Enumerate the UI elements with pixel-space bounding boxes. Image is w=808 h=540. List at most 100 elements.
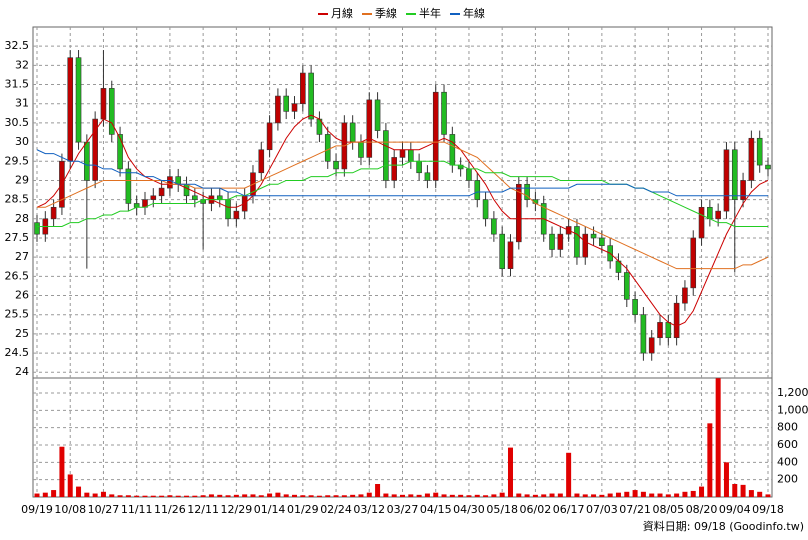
legend-label: 月線 xyxy=(331,6,353,20)
y-tick-label: 200 xyxy=(777,473,798,486)
candle-body xyxy=(707,206,713,220)
candle-body xyxy=(715,210,721,220)
candle-body xyxy=(474,180,481,200)
y-tick-label: 28.5 xyxy=(5,193,30,206)
volume-bar xyxy=(67,474,73,497)
volume-bar xyxy=(491,494,497,497)
volume-bar xyxy=(250,494,256,497)
y-tick-label: 27.5 xyxy=(5,231,30,244)
candle-body xyxy=(117,134,123,170)
footnote: 資料日期: 09/18 (Goodinfo.tw) xyxy=(643,519,804,533)
volume-bar xyxy=(507,447,513,497)
candle-body xyxy=(100,88,107,120)
volume-bar xyxy=(541,494,547,497)
candle-body xyxy=(582,233,589,258)
volume-bar xyxy=(599,494,605,497)
volume-bar xyxy=(690,490,696,497)
volume-bar xyxy=(233,494,239,497)
volume-bar xyxy=(466,495,472,497)
x-tick-label: 08/20 xyxy=(686,503,718,516)
candle-body xyxy=(466,168,472,181)
candle-body xyxy=(748,137,755,181)
volume-bar xyxy=(242,494,248,497)
volume-bar xyxy=(300,495,306,497)
candle-body xyxy=(449,134,456,166)
volume-bar xyxy=(217,494,223,497)
y-tick-label: 26 xyxy=(15,289,29,302)
candle-body xyxy=(84,141,90,181)
candle-body xyxy=(682,287,688,304)
volume-bar xyxy=(208,494,214,497)
candle-body xyxy=(482,199,489,220)
volume-bar xyxy=(516,493,522,497)
candle-body xyxy=(507,241,514,269)
x-tick-label: 09/18 xyxy=(752,503,784,516)
candle-body xyxy=(383,130,389,181)
candle-body xyxy=(549,233,555,250)
candle-body xyxy=(673,302,680,339)
candle-body xyxy=(574,226,580,258)
volume-bar xyxy=(42,492,48,497)
x-tick-label: 12/29 xyxy=(221,503,253,516)
candle-body xyxy=(183,183,190,197)
volume-bar xyxy=(51,490,57,497)
candle-body xyxy=(233,210,240,220)
y-tick-label: 1,000 xyxy=(777,403,808,416)
volume-bar xyxy=(574,493,580,497)
volume-bar xyxy=(640,491,646,497)
volume-bar xyxy=(125,495,131,497)
candle-body xyxy=(158,187,165,197)
volume-bar xyxy=(458,494,464,497)
x-tick-label: 10/08 xyxy=(54,503,86,516)
candle-body xyxy=(441,91,447,135)
x-tick-label: 04/15 xyxy=(420,503,452,516)
x-tick-label: 07/21 xyxy=(619,503,651,516)
volume-bar xyxy=(100,491,106,497)
volume-bar xyxy=(607,493,613,497)
volume-bar xyxy=(424,493,430,497)
x-tick-label: 01/29 xyxy=(287,503,319,516)
volume-bar xyxy=(499,492,505,497)
candle-body xyxy=(515,183,522,243)
volume-bar xyxy=(699,486,705,497)
candle-body xyxy=(657,322,663,339)
volume-bar xyxy=(150,495,156,497)
candle-body xyxy=(75,57,82,143)
volume-bar xyxy=(674,493,680,497)
candle-body xyxy=(416,160,422,174)
x-tick-label: 10/27 xyxy=(88,503,120,516)
volume-bar xyxy=(723,462,729,497)
y-tick-label: 1,200 xyxy=(777,386,808,399)
candle-body xyxy=(756,137,763,166)
candle-body xyxy=(225,199,231,220)
candle-body xyxy=(216,195,223,200)
y-tick-label: 32.5 xyxy=(5,39,30,52)
volume-bar xyxy=(765,494,771,497)
candle-body xyxy=(308,72,314,120)
x-tick-label: 02/24 xyxy=(320,503,352,516)
candle-body xyxy=(432,91,439,181)
candle-body xyxy=(740,180,746,200)
volume-bar xyxy=(76,486,82,497)
volume-bar xyxy=(524,494,530,497)
candle-body xyxy=(491,218,497,235)
y-tick-label: 30 xyxy=(15,135,29,148)
candle-body xyxy=(499,233,505,269)
y-tick-label: 25.5 xyxy=(5,308,30,321)
x-tick-label: 03/12 xyxy=(353,503,385,516)
volume-bar xyxy=(366,492,372,497)
legend-label: 年線 xyxy=(463,6,485,20)
volume-bar xyxy=(624,491,630,497)
volume-bar xyxy=(715,378,721,497)
y-tick-label: 26.5 xyxy=(5,269,30,282)
volume-bar xyxy=(134,495,140,497)
volume-bar xyxy=(34,493,40,497)
x-tick-label: 01/14 xyxy=(254,503,286,516)
y-tick-label: 28 xyxy=(15,212,29,225)
volume-bar xyxy=(117,495,123,497)
candle-body xyxy=(300,72,306,105)
candle-body xyxy=(399,149,406,158)
candle-body xyxy=(698,206,705,239)
candle-body xyxy=(391,157,397,181)
